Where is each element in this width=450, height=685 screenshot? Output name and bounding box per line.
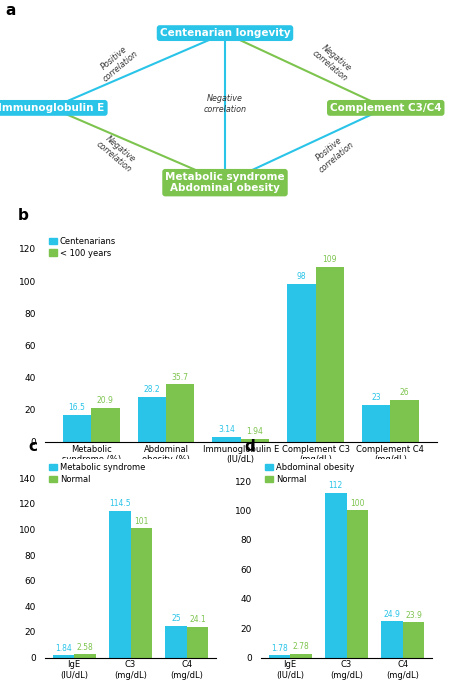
Bar [287, 284, 315, 442]
Text: 109: 109 [323, 255, 337, 264]
Bar [74, 654, 95, 658]
Bar [325, 493, 346, 658]
Text: 1.94: 1.94 [247, 427, 263, 436]
Text: 100: 100 [350, 499, 365, 508]
Text: Positive
correlation: Positive correlation [310, 132, 356, 175]
Bar [290, 653, 311, 658]
Text: 20.9: 20.9 [97, 397, 114, 406]
Bar [109, 511, 130, 658]
Legend: Abdominal obesity, Normal: Abdominal obesity, Normal [265, 463, 355, 484]
Text: 25: 25 [171, 614, 181, 623]
Bar [346, 510, 368, 658]
Text: Positive
correlation: Positive correlation [94, 41, 140, 84]
Bar [269, 655, 290, 658]
Text: Negative
correlation: Negative correlation [94, 132, 140, 175]
Text: c: c [28, 439, 37, 454]
Legend: Metabolic syndrome, Normal: Metabolic syndrome, Normal [49, 463, 145, 484]
Text: 24.1: 24.1 [189, 615, 206, 624]
Bar [130, 528, 152, 658]
Text: 1.78: 1.78 [271, 644, 288, 653]
Text: a: a [5, 3, 15, 18]
Text: d: d [244, 439, 255, 454]
Text: 23.9: 23.9 [405, 611, 422, 620]
Text: Metabolic syndrome
Abdominal obesity: Metabolic syndrome Abdominal obesity [165, 172, 285, 193]
Text: 2.58: 2.58 [76, 643, 93, 652]
Text: 98: 98 [297, 273, 306, 282]
Text: Immunoglobulin E: Immunoglobulin E [0, 103, 105, 113]
Text: b: b [18, 208, 28, 223]
Text: Complement C3/C4: Complement C3/C4 [330, 103, 441, 113]
Bar [241, 438, 269, 442]
Bar [212, 437, 241, 442]
Bar [403, 623, 424, 658]
Text: 35.7: 35.7 [172, 373, 189, 382]
Text: 112: 112 [328, 482, 343, 490]
Bar [390, 400, 418, 442]
Bar [382, 621, 403, 658]
Text: 101: 101 [134, 516, 148, 526]
Text: Negative
correlation: Negative correlation [203, 94, 247, 114]
Bar [63, 415, 91, 442]
Text: 16.5: 16.5 [68, 403, 86, 412]
Legend: Centenarians, < 100 years: Centenarians, < 100 years [49, 237, 116, 258]
Text: 2.78: 2.78 [292, 642, 309, 651]
Bar [187, 627, 208, 658]
Text: 114.5: 114.5 [109, 499, 130, 508]
Bar [138, 397, 166, 442]
Text: Negative
correlation: Negative correlation [310, 41, 356, 84]
Text: 26: 26 [400, 388, 410, 397]
Bar [315, 266, 344, 442]
Bar [166, 625, 187, 658]
Text: 24.9: 24.9 [384, 610, 400, 619]
Bar [91, 408, 120, 442]
Text: 28.2: 28.2 [144, 384, 160, 394]
Text: 3.14: 3.14 [218, 425, 235, 434]
Bar [53, 656, 74, 658]
Text: 1.84: 1.84 [55, 644, 72, 653]
Text: 23: 23 [371, 393, 381, 402]
Text: Centenarian longevity: Centenarian longevity [160, 28, 290, 38]
Bar [362, 405, 390, 442]
Bar [166, 384, 194, 442]
